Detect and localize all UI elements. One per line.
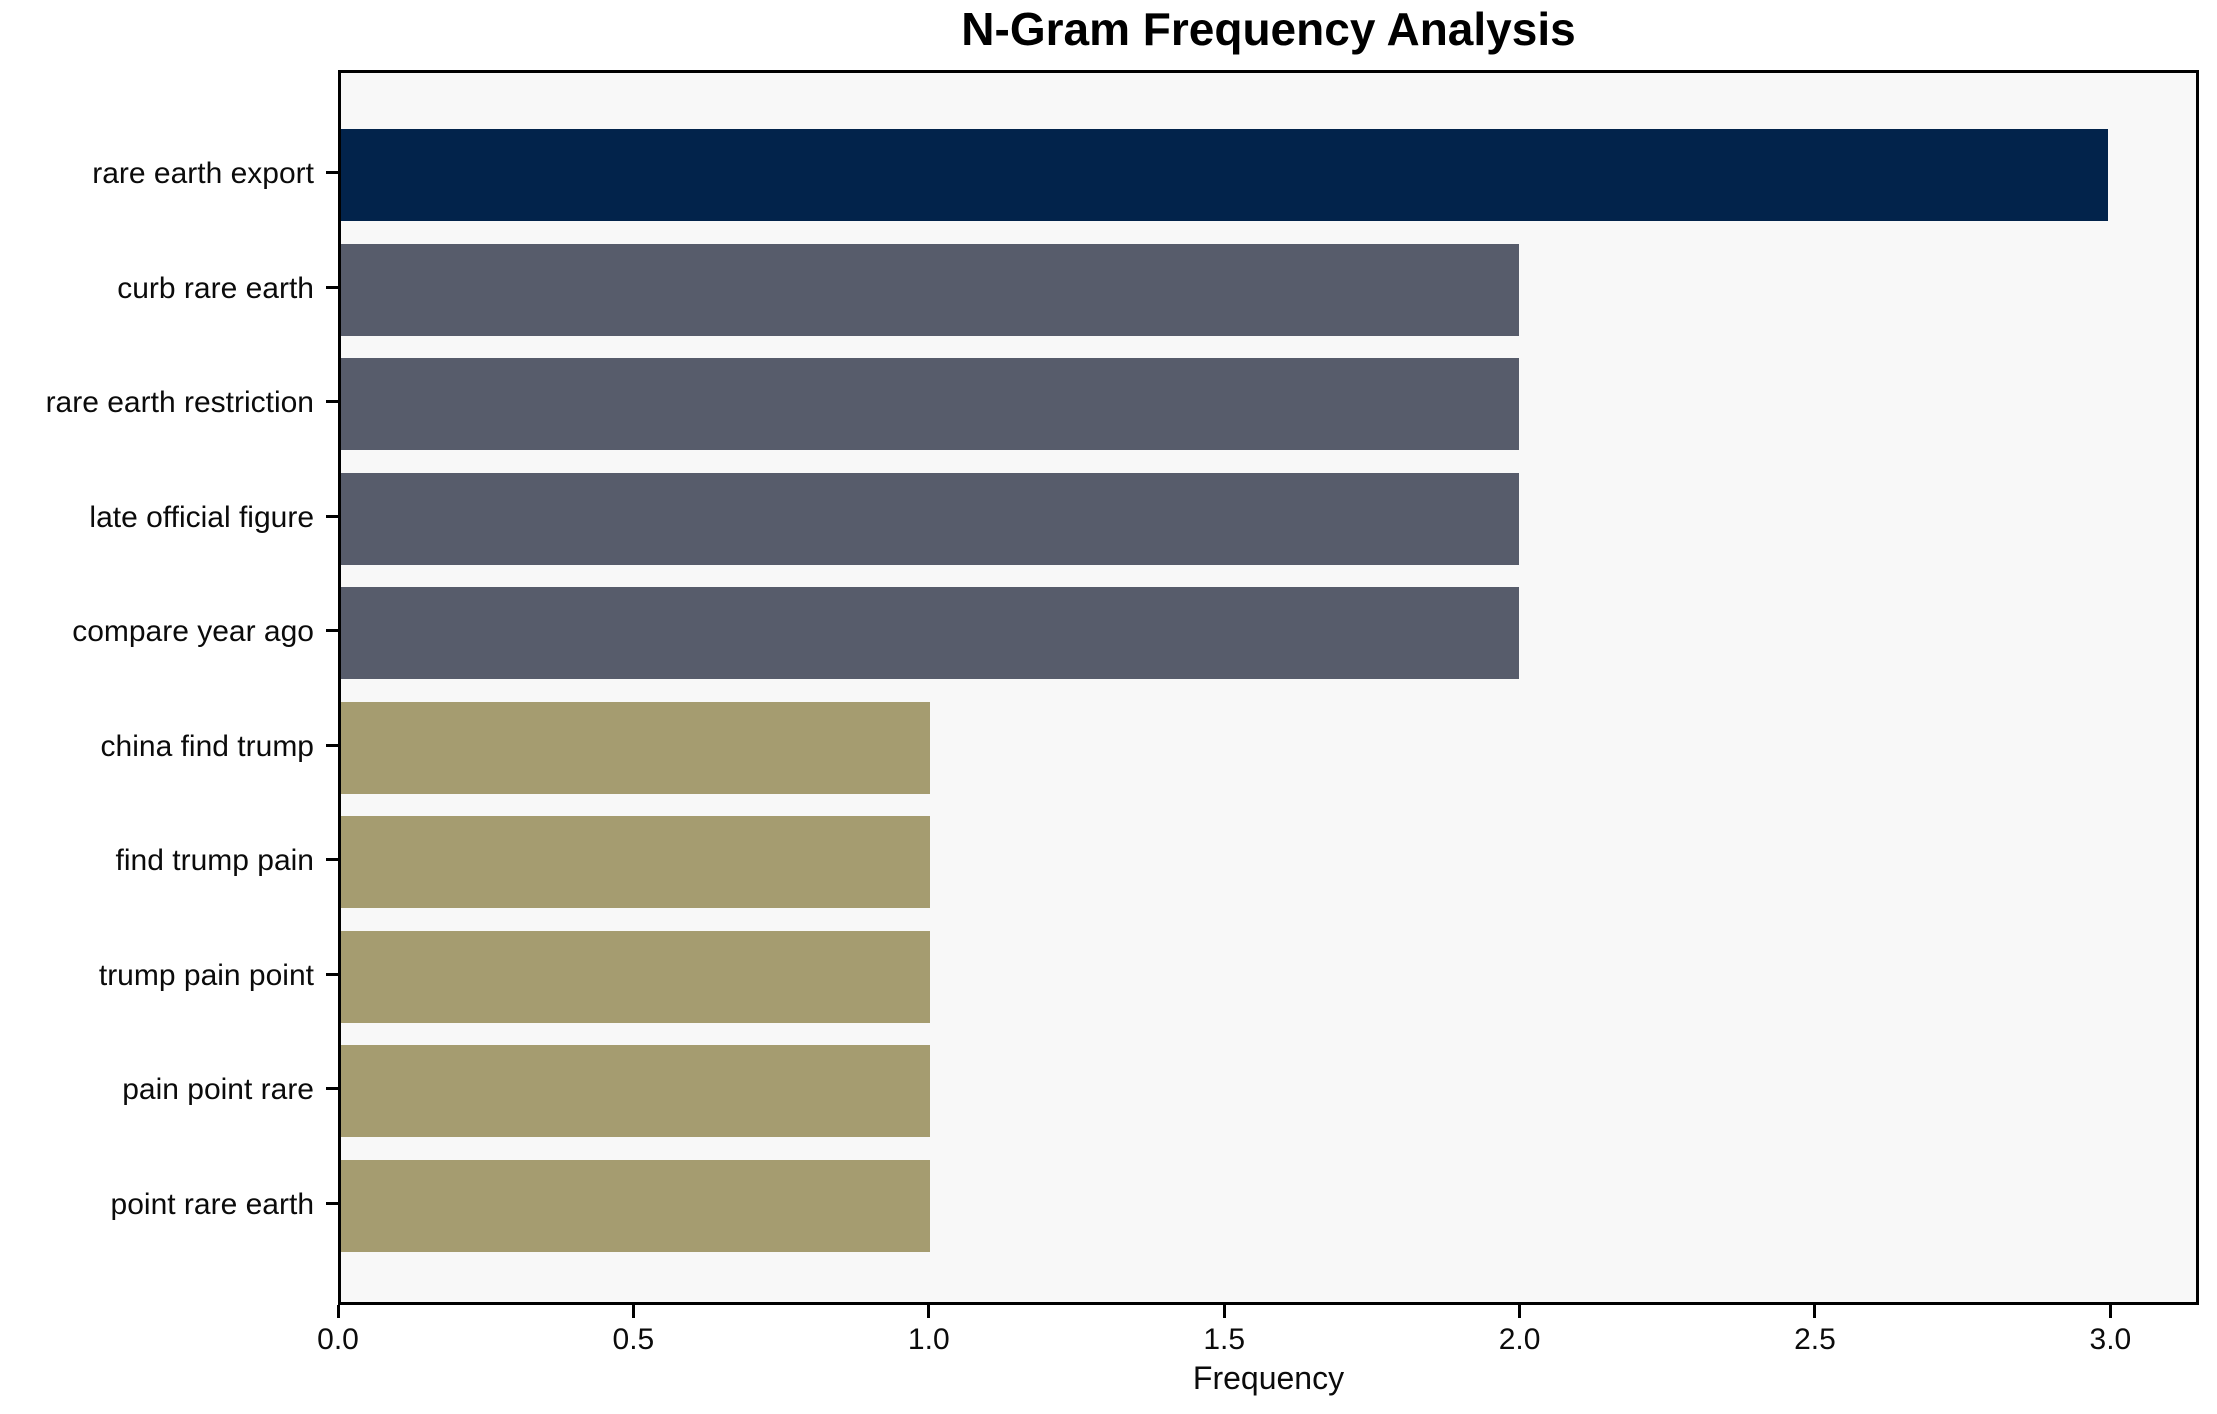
y-tick-mark bbox=[326, 171, 338, 174]
y-tick-mark bbox=[326, 1087, 338, 1091]
y-tick-mark bbox=[326, 1202, 338, 1205]
y-tick-mark bbox=[326, 400, 338, 404]
bar-7 bbox=[341, 816, 930, 909]
x-tick-label: 1.5 bbox=[1203, 1323, 1246, 1356]
y-tick-mark bbox=[326, 285, 338, 289]
x-axis-label: Frequency bbox=[1192, 1360, 1345, 1396]
y-tick-label: curb rare earth bbox=[117, 271, 314, 305]
bar-6 bbox=[341, 701, 930, 794]
x-tick-mark bbox=[1518, 1305, 1522, 1318]
bar-9 bbox=[341, 1045, 930, 1138]
y-tick-label: rare earth export bbox=[92, 157, 314, 190]
x-tick-label: 3.0 bbox=[2089, 1323, 2132, 1356]
x-tick-label: 2.5 bbox=[1794, 1323, 1836, 1356]
x-tick-label: 2.0 bbox=[1498, 1323, 1541, 1356]
x-tick-mark bbox=[336, 1305, 340, 1318]
x-tick-mark bbox=[927, 1305, 931, 1318]
y-tick-label: trump pain point bbox=[98, 958, 314, 992]
x-tick-label: 0.0 bbox=[317, 1323, 359, 1356]
bar-1 bbox=[341, 129, 2108, 221]
y-tick-label: china find trump bbox=[100, 729, 314, 763]
y-tick-mark bbox=[326, 858, 338, 862]
bar-2 bbox=[341, 243, 1519, 336]
x-tick-mark bbox=[1813, 1305, 1817, 1318]
x-tick-mark bbox=[1222, 1305, 1226, 1318]
bar-3 bbox=[341, 358, 1519, 451]
y-tick-mark bbox=[326, 972, 338, 976]
y-tick-label: pain point rare bbox=[122, 1073, 314, 1107]
y-tick-label: compare year ago bbox=[72, 615, 314, 649]
bar-4 bbox=[341, 472, 1519, 565]
bar-10 bbox=[341, 1160, 930, 1252]
bars-layer bbox=[341, 73, 2196, 1302]
bar-8 bbox=[341, 930, 930, 1023]
y-tick-label: late official figure bbox=[89, 500, 314, 534]
y-tick-mark bbox=[326, 629, 338, 633]
y-tick-label: point rare earth bbox=[110, 1188, 314, 1221]
chart-title: N-Gram Frequency Analysis bbox=[961, 3, 1576, 55]
bar-5 bbox=[341, 587, 1519, 680]
x-tick-label: 0.5 bbox=[612, 1323, 655, 1356]
x-tick-label: 1.0 bbox=[907, 1323, 950, 1356]
y-tick-mark bbox=[326, 514, 338, 518]
y-tick-label: rare earth restriction bbox=[45, 386, 314, 420]
y-tick-label: find trump pain bbox=[115, 844, 314, 878]
plot-area bbox=[338, 70, 2199, 1305]
x-tick-mark bbox=[631, 1305, 635, 1318]
x-tick-mark bbox=[2108, 1305, 2112, 1318]
y-tick-mark bbox=[326, 743, 338, 747]
